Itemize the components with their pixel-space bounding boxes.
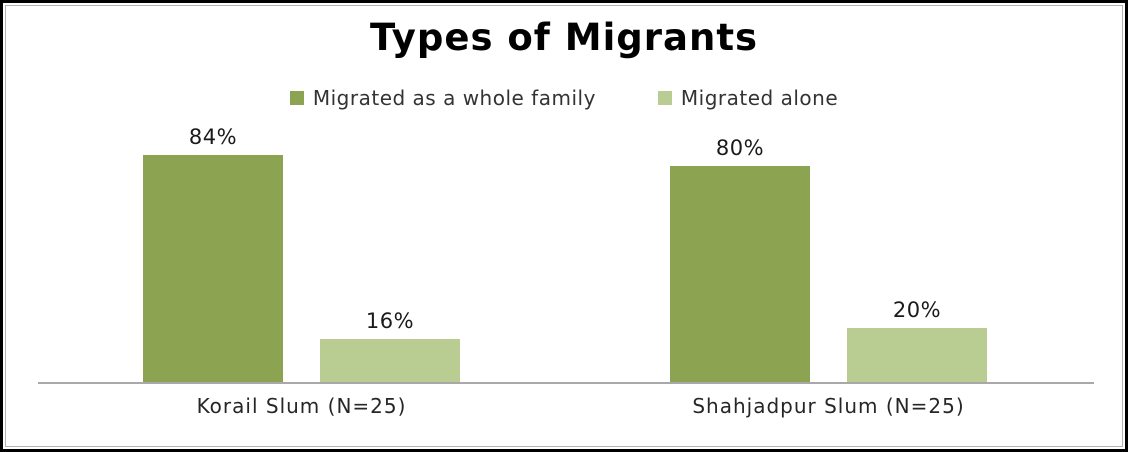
chart-title: Types of Migrants xyxy=(369,16,759,59)
chart-inner-border: Types of Migrants Migrated as a whole fa… xyxy=(5,5,1123,447)
x-axis-line xyxy=(38,382,1094,384)
legend-swatch-whole-family-icon xyxy=(289,91,304,105)
legend: Migrated as a whole family Migrated alon… xyxy=(6,86,1122,110)
bar-migrated-alone-korail-slum-n-25 xyxy=(320,339,460,382)
bar-group-korail-slum-n-25: 84% 16% xyxy=(143,112,460,382)
category-label-korail: Korail Slum (N=25) xyxy=(196,394,407,418)
legend-swatch-alone-icon xyxy=(657,91,672,105)
bar-group-shahjadpur-slum-n-25: 80% 20% xyxy=(670,112,987,382)
bar-migrated-as-a-whole-family-korail-slum-n-25 xyxy=(143,155,283,382)
bar-value-label-migrated-alone-shahjadpur-slum-n-25: 20% xyxy=(892,298,942,322)
legend-item-whole-family: Migrated as a whole family xyxy=(289,86,596,110)
legend-label-whole-family: Migrated as a whole family xyxy=(312,86,596,110)
bar-migrated-as-a-whole-family-shahjadpur-slum-n-25 xyxy=(670,166,810,382)
plot-area: 84% 16% 80% 20% xyxy=(6,112,1122,382)
bar-migrated-alone-shahjadpur-slum-n-25 xyxy=(847,328,987,382)
category-label-shahjadpur: Shahjadpur Slum (N=25) xyxy=(692,394,965,418)
bar-value-label-migrated-alone-korail-slum-n-25: 16% xyxy=(365,309,415,333)
legend-label-alone: Migrated alone xyxy=(680,86,839,110)
bar-value-label-migrated-as-a-whole-family-korail-slum-n-25: 84% xyxy=(188,125,238,149)
bar-value-label-migrated-as-a-whole-family-shahjadpur-slum-n-25: 80% xyxy=(715,136,765,160)
legend-item-alone: Migrated alone xyxy=(657,86,839,110)
